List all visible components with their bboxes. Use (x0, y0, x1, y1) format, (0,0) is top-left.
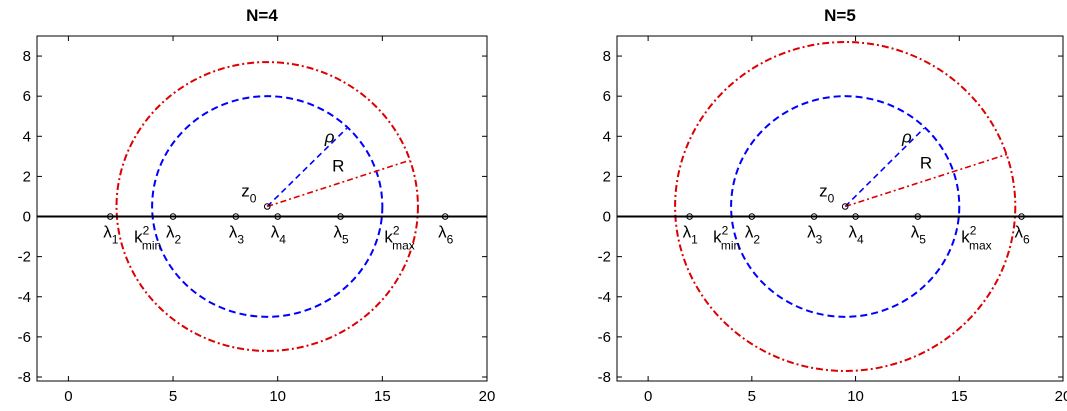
eigenvalue-label: λ4 (849, 223, 865, 247)
y-tick-label: 8 (23, 48, 31, 65)
chart-title: N=5 (824, 6, 856, 25)
y-tick-label: -2 (598, 249, 611, 266)
chart-title: N=4 (246, 6, 278, 25)
x-tick-label: 5 (748, 388, 756, 405)
R-radius-line (844, 153, 1008, 208)
x-tick-label: 20 (479, 388, 496, 405)
center-label: z0 (241, 181, 256, 205)
rho-label: ρ (324, 127, 335, 146)
y-tick-label: 4 (23, 128, 31, 145)
y-tick-label: 4 (603, 128, 611, 145)
y-tick-label: 6 (603, 88, 611, 105)
eigenvalue-marker (232, 213, 240, 220)
rho-label: ρ (901, 127, 912, 146)
panel-2: N=5λ1λ2λ3λ4λ5λ6z0ρRk2mink2max05101520-8-… (598, 6, 1067, 405)
rho-radius-line (844, 127, 925, 208)
eigenvalue-marker (337, 213, 344, 220)
y-tick-label: -4 (598, 289, 611, 306)
eigenvalue-marker (169, 213, 177, 220)
eigenvalue-label: λ1 (683, 223, 699, 247)
x-tick-label: 15 (951, 388, 968, 405)
k-max-label: k2 max (961, 224, 991, 253)
eigenvalue-label: λ6 (1015, 223, 1031, 247)
eigenvalue-marker (274, 213, 281, 220)
plot-area (37, 61, 487, 352)
eigenvalue-marker (441, 213, 449, 220)
inner-circle (151, 95, 384, 318)
eigenvalue-marker (748, 213, 756, 220)
eigenvalue-label: λ3 (229, 223, 245, 247)
y-tick-label: 6 (23, 88, 31, 105)
y-tick-label: -8 (598, 369, 611, 386)
R-label: R (332, 156, 344, 175)
x-tick-label: 10 (847, 388, 864, 405)
x-tick-label: 15 (374, 388, 391, 405)
y-tick-label: 2 (603, 168, 611, 185)
k-min-label: k2 min (713, 224, 740, 253)
k-max-label: k2 max (384, 224, 414, 253)
y-tick-label: 0 (603, 209, 611, 226)
x-tick-label: 5 (169, 388, 177, 405)
eigenvalue-marker (1018, 213, 1025, 220)
axes-box (616, 35, 1064, 382)
y-tick-label: 8 (603, 48, 611, 65)
eigenvalue-label: λ2 (166, 223, 182, 247)
eigenvalue-marker (686, 213, 693, 220)
plot-area (617, 41, 1063, 372)
center-marker (263, 203, 271, 210)
eigenvalue-label: λ5 (911, 223, 927, 247)
x-tick-label: 0 (64, 388, 72, 405)
eigenvalue-marker (914, 213, 922, 220)
y-tick-label: -6 (598, 329, 611, 346)
x-tick-label: 0 (644, 388, 652, 405)
eigenvalue-marker (106, 213, 114, 220)
center-label: z0 (819, 181, 835, 205)
R-radius-line (266, 159, 410, 208)
center-marker (841, 203, 849, 210)
outer-circle (115, 61, 419, 352)
x-tick-label: 10 (269, 388, 286, 405)
y-tick-label: -8 (18, 369, 31, 386)
y-tick-label: 0 (23, 209, 31, 226)
eigenvalue-marker (810, 213, 818, 220)
eigenvalue-label: λ4 (271, 223, 287, 247)
rho-radius-line (266, 127, 348, 208)
eigenvalue-label: λ2 (745, 223, 761, 247)
eigenvalue-label: λ3 (807, 223, 823, 247)
eigenvalue-label: λ6 (438, 223, 454, 247)
x-tick-label: 20 (1055, 388, 1067, 405)
y-tick-label: -2 (18, 249, 31, 266)
outer-circle (674, 41, 1017, 372)
eigenvalue-label: λ5 (333, 223, 349, 247)
eigenvalue-label: λ1 (103, 223, 119, 247)
y-tick-label: -4 (18, 289, 31, 306)
eigenvalue-marker (852, 213, 859, 220)
axes-box (36, 35, 488, 382)
R-label: R (920, 153, 932, 172)
y-tick-label: -6 (18, 329, 31, 346)
y-tick-label: 2 (23, 168, 31, 185)
inner-circle (730, 95, 961, 318)
k-min-label: k2 min (134, 224, 161, 253)
